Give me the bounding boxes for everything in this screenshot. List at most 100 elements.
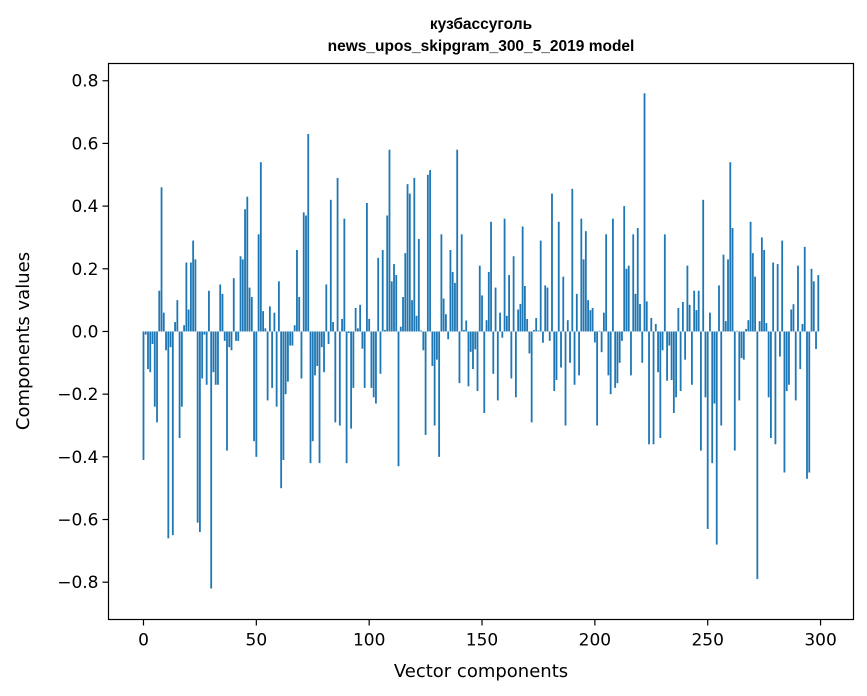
bar-169 [523,286,526,332]
bar-157 [496,331,499,401]
bar-83 [329,199,332,332]
bar-17 [180,331,183,407]
bar-41 [235,331,237,341]
bar-195 [582,259,585,332]
bar-93 [352,331,355,388]
bar-151 [483,331,486,413]
bar-273 [758,321,761,332]
x-axis: 0 50 100 150 200 250 300 [138,619,837,651]
bar-167 [519,303,522,332]
bar-174 [535,317,538,332]
bar-50 [255,331,258,457]
bar-34 [219,284,222,332]
bar-61 [280,331,283,489]
bar-20 [187,309,190,332]
y-tick-label: −0.4 [57,448,98,468]
bar-51 [257,234,260,332]
bar-235 [672,331,675,413]
bar-205 [605,234,608,332]
bar-110 [390,281,393,332]
bar-13 [171,331,174,536]
bar-80 [323,331,325,373]
bar-293 [803,246,806,332]
bar-274 [760,237,763,332]
bar-53 [262,311,264,332]
bar-12 [169,331,172,348]
bar-15 [176,300,179,332]
bar-267 [745,328,747,332]
bar-229 [659,331,662,439]
bar-171 [528,331,531,354]
bar-277 [767,331,770,398]
bar-14 [174,322,176,332]
bar-256 [720,331,723,426]
bar-215 [627,265,630,332]
bar-49 [253,331,255,442]
bar-81 [325,284,328,332]
bar-152 [485,320,488,332]
bar-278 [769,331,772,439]
bar-96 [359,304,362,332]
bar-172 [530,331,533,423]
bar-189 [569,331,571,363]
bar-224 [648,331,650,445]
bar-72 [305,215,307,332]
bar-26 [201,331,204,379]
bar-281 [776,264,779,332]
bar-98 [363,331,366,388]
bar-29 [208,290,210,332]
x-tick-label: 0 [138,631,149,651]
bar-71 [302,212,305,332]
bar-177 [542,331,544,343]
bar-126 [426,174,429,332]
bar-149 [478,265,481,332]
bar-200 [593,331,596,343]
bar-31 [212,331,215,373]
bar-226 [652,331,655,445]
bar-193 [578,331,580,376]
bar-297 [812,281,815,332]
bar-211 [618,331,621,363]
bar-146 [472,331,474,370]
bar-291 [799,331,802,370]
chart-title: кузбассуголь [430,16,532,33]
bar-289 [794,331,797,401]
bar-139 [456,149,459,332]
bar-91 [347,331,350,334]
bar-255 [718,285,720,332]
bar-187 [564,331,567,426]
bar-30 [210,331,213,589]
bar-46 [246,196,249,332]
bar-48 [250,296,253,332]
bar-133 [442,298,445,332]
bar-252 [711,331,714,464]
bar-70 [300,331,303,379]
bar-245 [695,310,698,332]
bar-179 [546,287,549,332]
bar-276 [765,323,768,332]
bar-178 [544,285,547,332]
bar-18 [183,325,186,332]
bar-125 [424,331,427,435]
bar-207 [609,331,612,395]
bar-271 [754,276,757,332]
bar-92 [350,331,353,429]
bar-102 [372,331,375,398]
bar-35 [221,293,224,332]
bar-73 [307,134,310,332]
bar-298 [815,331,817,350]
bar-0 [142,331,145,460]
bar-217 [632,234,635,332]
bar-220 [639,303,641,332]
bar-66 [291,331,294,346]
bar-168 [521,226,524,332]
bar-104 [377,257,380,332]
bar-142 [463,329,465,332]
bar-1 [144,331,147,335]
bar-264 [738,331,741,401]
bar-76 [314,331,316,376]
bar-123 [420,330,422,332]
bar-280 [774,331,777,445]
bar-263 [736,330,738,332]
bar-290 [797,265,799,332]
